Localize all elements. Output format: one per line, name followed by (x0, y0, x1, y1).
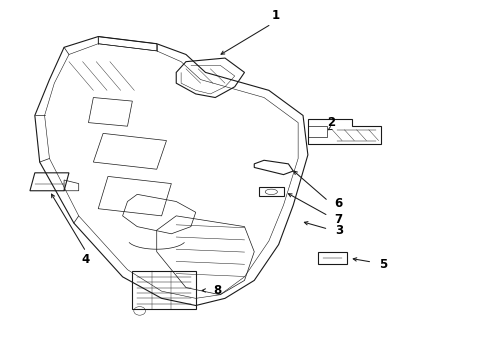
Text: 6: 6 (334, 197, 342, 210)
Text: 3: 3 (334, 224, 342, 238)
Text: 8: 8 (212, 284, 221, 297)
Text: 2: 2 (326, 116, 335, 129)
Text: 7: 7 (334, 213, 342, 226)
Text: 4: 4 (81, 253, 90, 266)
Text: 1: 1 (272, 9, 280, 22)
Text: 5: 5 (378, 258, 386, 271)
